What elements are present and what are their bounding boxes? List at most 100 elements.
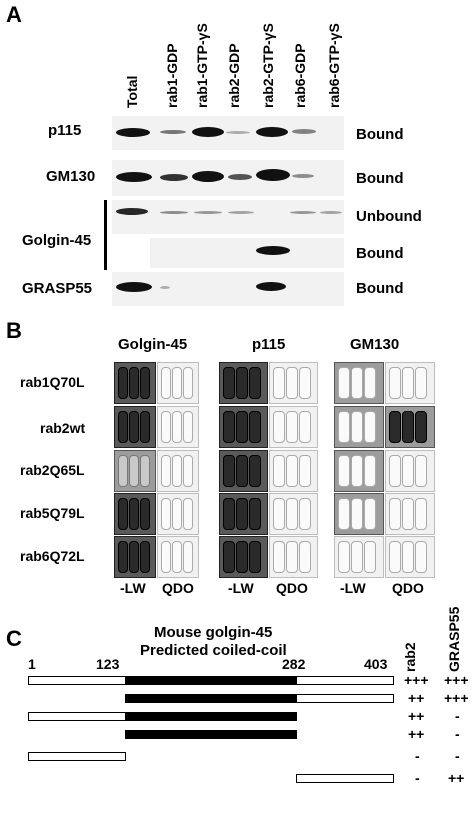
yeast-streak <box>273 367 285 399</box>
yeast-streak <box>351 455 363 487</box>
yeast-streak <box>299 541 311 573</box>
band <box>256 246 290 255</box>
yeast-streak <box>140 455 150 487</box>
yeast-streak <box>172 498 182 530</box>
yeast-streak <box>118 367 128 399</box>
yeast-streak <box>338 367 350 399</box>
yeast-streak <box>273 411 285 443</box>
rab2-score-6: - <box>415 770 420 786</box>
construct-label-rab5q79l: rab5Q79L <box>20 505 85 521</box>
yeast-streak <box>118 541 128 573</box>
yeast-streak <box>351 498 363 530</box>
yeast-streak <box>161 541 171 573</box>
rab2-score-1: +++ <box>404 672 429 688</box>
lane-label-total: Total <box>124 75 140 108</box>
yeast-streak <box>338 498 350 530</box>
band <box>292 129 316 134</box>
yeast-streak <box>286 541 298 573</box>
yeast-streak <box>351 367 363 399</box>
band <box>256 127 288 137</box>
yeast-streak <box>140 498 150 530</box>
grasp55-score-2: +++ <box>444 690 469 706</box>
c-terminal-segment <box>296 694 394 703</box>
diagram-title-line1: Mouse golgin-45 <box>154 624 273 641</box>
c-terminal-segment <box>296 676 394 685</box>
yeast-streak <box>273 498 285 530</box>
yeast-streak <box>236 541 248 573</box>
yeast-streak <box>415 411 427 443</box>
band <box>226 131 250 134</box>
blot-golgin45-bound <box>150 238 344 268</box>
n-terminal-segment <box>28 752 126 761</box>
yeast-streak <box>249 455 261 487</box>
yeast-streak <box>389 367 401 399</box>
yeast-streak <box>161 411 171 443</box>
fraction-label-golgin45-unbound: Unbound <box>356 208 422 225</box>
position-label-123: 123 <box>96 656 120 672</box>
coiled-coil-segment <box>125 730 297 739</box>
yeast-streak <box>129 498 139 530</box>
grasp55-score-5: - <box>455 748 460 764</box>
yeast-streak <box>402 411 414 443</box>
grasp55-score-1: +++ <box>444 672 469 688</box>
n-terminal-segment <box>28 676 126 685</box>
rab2-score-3: ++ <box>408 708 425 724</box>
blot-golgin45-unbound <box>112 200 344 234</box>
yeast-streak <box>172 367 182 399</box>
media-label-qdo-2: QDO <box>276 580 308 596</box>
rab2-score-2: ++ <box>408 690 425 706</box>
grasp55-score-4: - <box>455 726 460 742</box>
panel-a-letter: A <box>6 2 22 27</box>
group-title-p115: p115 <box>252 336 286 353</box>
c-terminal-segment <box>296 774 394 783</box>
yeast-streak <box>118 411 128 443</box>
yeast-streak <box>183 455 193 487</box>
yeast-streak <box>415 541 427 573</box>
blot-grasp55 <box>112 272 344 306</box>
yeast-streak <box>415 455 427 487</box>
yeast-streak <box>249 367 261 399</box>
yeast-streak <box>273 455 285 487</box>
yeast-streak <box>223 455 235 487</box>
yeast-streak <box>402 455 414 487</box>
yeast-streak <box>389 411 401 443</box>
yeast-streak <box>183 367 193 399</box>
yeast-streak <box>286 455 298 487</box>
column-label-grasp55: GRASP55 <box>446 606 462 672</box>
band <box>228 211 254 214</box>
yeast-streak <box>129 367 139 399</box>
band <box>292 174 314 178</box>
yeast-streak <box>249 411 261 443</box>
yeast-streak <box>140 411 150 443</box>
rab2-score-5: - <box>415 748 420 764</box>
position-label-403: 403 <box>364 656 388 672</box>
yeast-streak <box>338 411 350 443</box>
yeast-streak <box>364 541 376 573</box>
diagram-title-line2: Predicted coiled-coil <box>140 642 287 659</box>
yeast-streak <box>223 411 235 443</box>
fraction-label-p115: Bound <box>356 126 404 143</box>
yeast-streak <box>299 411 311 443</box>
grasp55-score-3: - <box>455 708 460 724</box>
golgin45-bracket <box>104 200 107 270</box>
yeast-streak <box>389 498 401 530</box>
yeast-streak <box>223 367 235 399</box>
yeast-streak <box>402 541 414 573</box>
media-label-lw-2: -LW <box>228 580 254 596</box>
row-label-gm130: GM130 <box>46 168 96 185</box>
lane-label-rab2-gtp: rab2-GTP-γS <box>260 23 276 108</box>
yeast-streak <box>402 367 414 399</box>
yeast-streak <box>183 498 193 530</box>
band <box>320 211 342 214</box>
yeast-streak <box>415 367 427 399</box>
media-label-qdo-3: QDO <box>392 580 424 596</box>
grasp55-score-6: ++ <box>448 770 465 786</box>
yeast-streak <box>415 498 427 530</box>
yeast-streak <box>161 455 171 487</box>
yeast-streak <box>389 541 401 573</box>
yeast-streak <box>364 498 376 530</box>
yeast-streak <box>172 455 182 487</box>
yeast-streak <box>236 411 248 443</box>
fraction-label-grasp55: Bound <box>356 280 404 297</box>
lane-label-rab1-gtp: rab1-GTP-γS <box>194 23 210 108</box>
